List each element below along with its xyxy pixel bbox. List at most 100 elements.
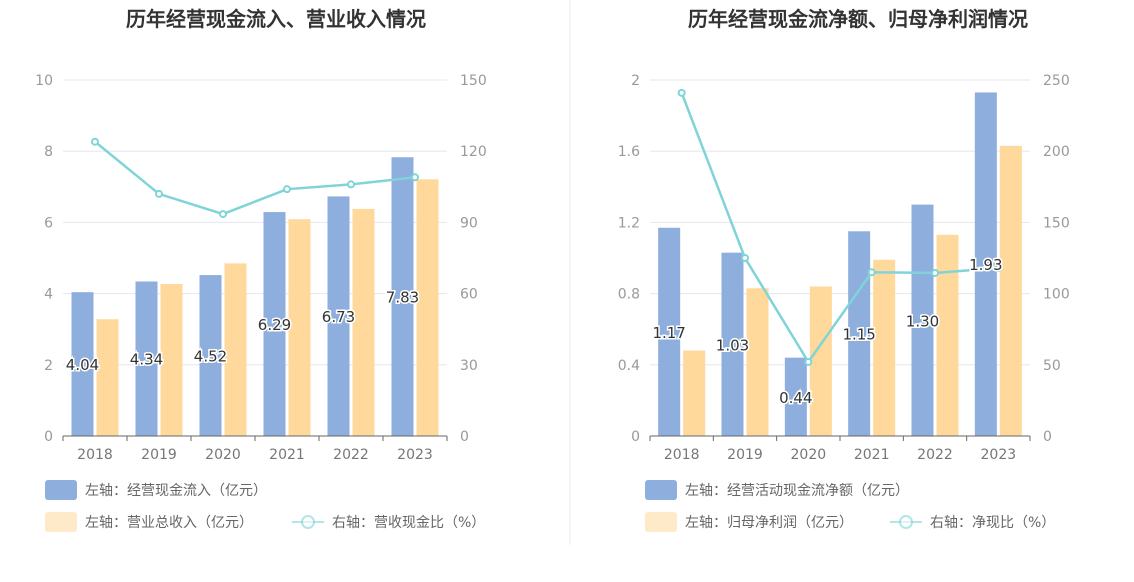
data-label: 1.17 [652,324,685,342]
line-point [994,263,1003,272]
legend-item-line[interactable]: 右轴：净现比（%） [890,515,1055,531]
data-label: 1.15 [842,326,875,344]
x-tick-label: 2018 [77,447,113,463]
x-tick-label: 2018 [664,447,700,463]
legend-label: 右轴：营收现金比（%） [332,515,485,531]
bar-series-2 [160,283,183,436]
line-point [677,88,686,97]
grid-lines [650,79,1030,366]
bar-series-1 [658,227,681,436]
legend-label: 左轴：营业总收入（亿元） [85,515,253,531]
x-tick-label: 2021 [269,447,305,463]
legend-label: 左轴：经营活动现金流净额（亿元） [685,483,909,499]
data-label: 6.29 [258,316,291,334]
y-right-tick-label: 60 [460,287,478,303]
y-right-tick-label: 200 [1043,144,1070,160]
y-right-tick-label: 250 [1043,73,1070,89]
data-label: 4.04 [66,356,99,374]
legend-item-bar-2[interactable]: 左轴：归母净利润（亿元） [645,512,853,532]
legend-swatch [45,480,77,500]
x-tick-label: 2019 [141,447,177,463]
legend-item-bar-2[interactable]: 左轴：营业总收入（亿元） [45,512,253,532]
y-right-tick-label: 100 [1043,287,1070,303]
line-point [155,189,163,198]
x-tick-label: 2020 [205,447,241,463]
line-point [867,268,876,277]
bar-series-2 [352,208,375,436]
y-left-tick-label: 6 [44,215,53,231]
legend-line-marker [301,515,315,529]
x-tick-label: 2021 [854,447,890,463]
ratio-line [680,92,999,365]
bar-series-2 [683,350,706,436]
data-labels: 4.04 4.34 4.52 6.29 6.73 7.83 [64,287,420,375]
bar-series-1 [974,92,997,437]
bar-series-2 [96,319,119,436]
bar-series-2 [936,234,959,436]
ratio-line-marks [91,137,419,219]
bar-series-1 [391,157,414,436]
y-right-tick-label: 120 [460,144,487,160]
line-point [283,185,291,194]
data-label: 4.34 [130,351,163,369]
y-left-tick-label: 2 [631,73,640,89]
line-point [931,268,939,277]
y-left-tick-label: 0.4 [618,358,640,374]
line-point [804,357,813,366]
legend-line-marker [899,515,913,529]
grid-lines [63,79,447,366]
chart-net-cash-profit: 历年经营现金流净额、归母净利润情况 0 0 0.4 50 0.8 100 1.2 150 1.6… [618,7,1070,532]
bar-series-2 [999,145,1022,437]
legend-item-bar-1[interactable]: 左轴：经营活动现金流净额（亿元） [645,480,909,500]
y-right-tick-label: 30 [460,358,478,374]
data-label: 6.73 [322,308,355,326]
bar-series-1 [327,196,350,436]
legend-item-line[interactable]: 右轴：营收现金比（%） [292,515,485,531]
x-tick-label: 2020 [791,447,827,463]
bar-series-1 [135,281,158,436]
y-right-tick-label: 0 [460,429,469,445]
ratio-line-marks [677,88,1003,366]
bar-series-2 [809,286,832,436]
bar-series-2 [746,288,769,436]
data-label: 1.30 [906,312,939,330]
legend-swatch [645,480,677,500]
bar-series-1 [721,252,744,436]
bar-marks [658,92,1022,437]
bar-series-1 [784,357,807,436]
data-label: 0.44 [779,389,812,407]
x-tick-label: 2019 [727,447,763,463]
data-labels: 1.17 1.03 0.44 1.15 1.30 1.93 [651,255,1004,409]
legend-item-bar-1[interactable]: 左轴：经营现金流入（亿元） [45,480,267,500]
bar-series-2 [288,219,311,436]
data-label: 1.93 [969,256,1002,274]
y-left-tick-label: 10 [35,73,53,89]
y-left-tick-label: 8 [44,144,53,160]
axes: 0 0 2 30 4 60 6 90 8 120 10 150 2018 2019 2020 2021 2022… [35,73,487,463]
data-label: 1.03 [716,336,749,354]
bar-series-2 [873,259,896,436]
x-tick-label: 2022 [917,447,953,463]
legend-swatch [45,512,77,532]
line-point [347,180,355,189]
chart-title: 历年经营现金流净额、归母净利润情况 [688,7,1028,31]
bar-series-2 [224,263,247,436]
x-tick-label: 2023 [981,447,1017,463]
bar-series-1 [71,292,94,436]
line-point [741,254,749,262]
legend: 左轴：经营现金流入（亿元） 左轴：营业总收入（亿元） 右轴：营收现金比（%） [45,480,485,532]
y-left-tick-label: 1.6 [618,144,640,160]
bar-series-2 [416,179,439,436]
axes: 0 0 0.4 50 0.8 100 1.2 150 1.6 200 2 250 2018 2019 202… [618,73,1070,463]
data-label: 4.52 [194,348,227,366]
legend-label: 右轴：净现比（%） [930,515,1055,531]
x-tick-label: 2022 [333,447,369,463]
legend-swatch [645,512,677,532]
bar-series-1 [199,275,222,436]
x-tick-label: 2023 [397,447,433,463]
legend-label: 左轴：经营现金流入（亿元） [85,483,267,499]
y-left-tick-label: 0 [44,429,53,445]
y-left-tick-label: 2 [44,358,53,374]
y-left-tick-label: 1.2 [618,215,640,231]
